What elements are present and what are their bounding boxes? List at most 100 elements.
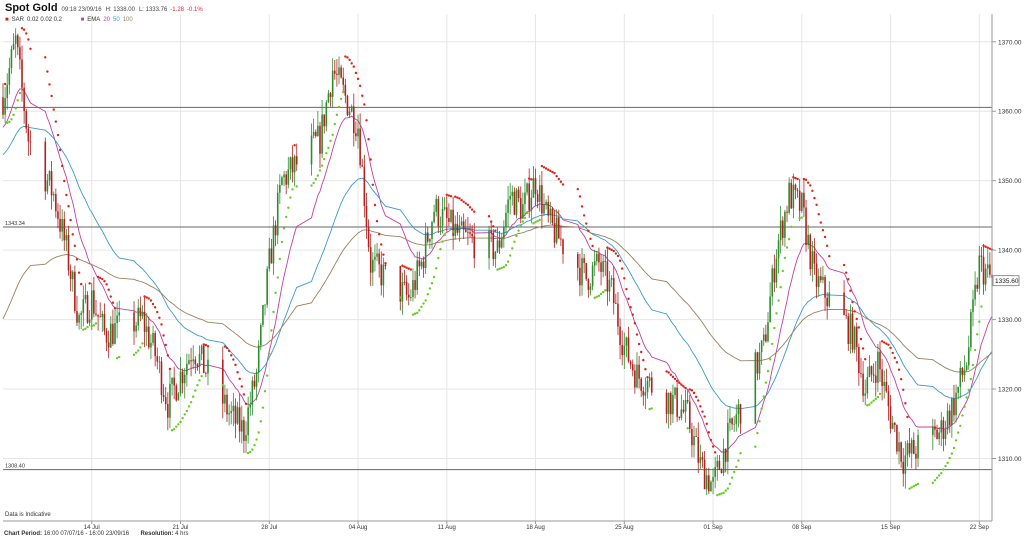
candle-up bbox=[801, 192, 803, 211]
candle-up bbox=[236, 407, 239, 424]
sar-dot-above bbox=[809, 184, 812, 187]
candle-down bbox=[234, 405, 237, 424]
candle-up bbox=[141, 311, 144, 317]
candle-up bbox=[283, 174, 285, 178]
candle-down bbox=[900, 442, 902, 462]
sar-dot-below bbox=[914, 483, 918, 487]
candle-up bbox=[116, 315, 118, 324]
sar-dot-below bbox=[783, 256, 787, 260]
sar-dot-above bbox=[794, 176, 797, 180]
candle-up bbox=[532, 178, 535, 198]
timestamp: 09:18 23/09/16 bbox=[61, 7, 102, 13]
sar-dot-below bbox=[430, 282, 434, 285]
sar-dot-above bbox=[466, 203, 470, 207]
candle-down bbox=[156, 356, 159, 362]
candle-down bbox=[642, 390, 645, 396]
sar-dot-below bbox=[325, 151, 328, 155]
candle-down bbox=[139, 307, 142, 317]
sar-dot-below bbox=[597, 294, 601, 298]
sar-dot-below bbox=[777, 299, 780, 302]
sar-dot-above bbox=[680, 383, 683, 386]
candle-down bbox=[99, 316, 102, 318]
sar-dot-below bbox=[170, 429, 174, 432]
sar-dot-below bbox=[437, 256, 440, 260]
sar-dot-below bbox=[312, 181, 315, 185]
candle-up bbox=[420, 261, 423, 267]
candle-up bbox=[382, 264, 385, 286]
sar-dot-above bbox=[156, 310, 159, 314]
candle-down bbox=[346, 95, 349, 116]
candle-down bbox=[731, 418, 733, 425]
sar-dot-above bbox=[705, 422, 708, 426]
period-value: 16:00 07/07/16 - 16:00 23/09/16 bbox=[43, 531, 130, 537]
candle-down bbox=[619, 326, 621, 346]
sar-dot-above bbox=[855, 317, 858, 321]
candle-up bbox=[232, 405, 235, 412]
candle-up bbox=[441, 208, 444, 226]
candle-down bbox=[291, 157, 294, 173]
candle-down bbox=[665, 392, 668, 414]
sar-dot-above bbox=[375, 219, 379, 223]
sar-dot-above bbox=[223, 345, 227, 348]
candle-down bbox=[74, 271, 76, 312]
sar-dot-below bbox=[268, 352, 271, 355]
sar-dot-above bbox=[557, 177, 560, 181]
candle-down bbox=[720, 469, 723, 474]
candle-down bbox=[456, 223, 459, 233]
sar-dot-above bbox=[113, 307, 117, 310]
candle-up bbox=[443, 207, 446, 209]
sar-dot-above bbox=[445, 193, 448, 196]
candle-up bbox=[511, 191, 514, 196]
ema-label: EMA bbox=[87, 17, 101, 23]
sar-dot-above bbox=[22, 28, 26, 31]
sar-dot-above bbox=[842, 263, 846, 267]
sar-dot-above bbox=[614, 252, 618, 255]
sar-dot-above bbox=[377, 232, 381, 236]
candle-down bbox=[342, 77, 345, 85]
candle-down bbox=[553, 222, 556, 243]
candle-down bbox=[820, 276, 822, 281]
candle-down bbox=[953, 398, 955, 416]
sar-dot-above bbox=[697, 399, 700, 402]
sar-dot-above bbox=[25, 32, 28, 35]
candle-down bbox=[238, 407, 241, 432]
candle-down bbox=[756, 352, 759, 374]
sar-dot-below bbox=[758, 420, 761, 423]
sar-dot-below bbox=[787, 237, 791, 241]
sar-dot-above bbox=[52, 108, 55, 111]
sar-dot-above bbox=[147, 297, 151, 300]
sar-dot-below bbox=[441, 240, 444, 243]
candle-up bbox=[817, 276, 820, 287]
candle-up bbox=[807, 234, 809, 246]
candle-down bbox=[55, 194, 57, 212]
sar-dot-above bbox=[629, 305, 632, 309]
sar-dot-below bbox=[420, 305, 423, 309]
candle-up bbox=[503, 226, 505, 238]
candle-down bbox=[519, 198, 522, 219]
sar-dot-below bbox=[775, 312, 778, 315]
candle-up bbox=[986, 264, 989, 269]
candle-down bbox=[471, 233, 473, 237]
sar-dot-below bbox=[14, 107, 17, 110]
sar-dot-above bbox=[633, 322, 637, 325]
candle-up bbox=[779, 220, 782, 241]
candle-up bbox=[293, 156, 296, 173]
candle-down bbox=[196, 364, 199, 367]
sar-dot-below bbox=[289, 196, 292, 199]
candle-down bbox=[329, 93, 332, 97]
candle-down bbox=[598, 253, 600, 263]
candle-down bbox=[205, 373, 207, 374]
candle-down bbox=[902, 461, 905, 474]
sar-dot-below bbox=[908, 487, 911, 490]
candle-down bbox=[95, 313, 97, 315]
sar-dot-below bbox=[868, 403, 871, 406]
sar-dot-above bbox=[460, 198, 463, 202]
candle-up bbox=[228, 413, 230, 415]
sar-dot-below bbox=[771, 342, 774, 346]
candle-down bbox=[93, 290, 95, 314]
candle-up bbox=[317, 125, 319, 137]
candle-down bbox=[845, 315, 847, 317]
candle-up bbox=[289, 157, 292, 170]
candle-down bbox=[173, 377, 175, 386]
